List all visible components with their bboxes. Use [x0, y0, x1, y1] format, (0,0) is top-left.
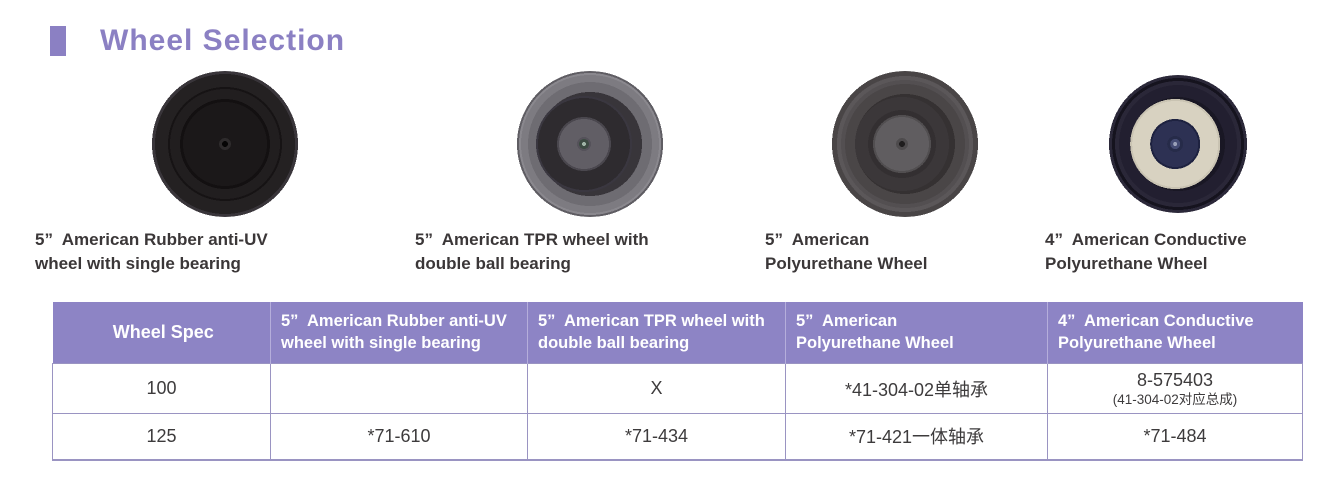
caption-line: 4” American Conductive — [1045, 230, 1247, 249]
caption-line: 5” American Rubber anti-UV — [35, 230, 268, 249]
wheel-image-wrap — [35, 70, 415, 218]
cell-rubber — [270, 363, 528, 415]
title-bullet-bar — [50, 26, 66, 56]
cell-sub-note: (41-304-02对应总成) — [1112, 391, 1238, 407]
product-conductive-polyurethane-wheel: 4” American Conductive Polyurethane Whee… — [1045, 70, 1311, 276]
page-header: Wheel Selection — [0, 0, 1326, 58]
wheel-spec-table: Wheel Spec 5” American Rubber anti-UV wh… — [52, 301, 1303, 461]
cell-tpr: *71-434 — [527, 413, 786, 461]
cell-spec: 100 — [52, 363, 271, 415]
page-title: Wheel Selection — [100, 24, 346, 57]
wheel-image-wrap — [765, 70, 1045, 218]
cell-tpr: X — [527, 363, 786, 415]
caption-line: 5” American — [765, 230, 870, 249]
rubber-wheel-image — [150, 71, 300, 217]
product-caption: 5” American Polyurethane Wheel — [765, 228, 1045, 276]
header-line: 4” American Conductive — [1058, 312, 1254, 331]
header-line: 5” American — [796, 312, 898, 331]
header-line: Polyurethane Wheel — [1058, 334, 1216, 353]
cell-rubber: *71-610 — [270, 413, 528, 461]
column-header-tpr-wheel: 5” American TPR wheel with double ball b… — [527, 301, 786, 364]
caption-line: Polyurethane Wheel — [1045, 253, 1208, 273]
column-header-wheel-spec: Wheel Spec — [52, 301, 271, 364]
table-row-spec-125: 125 *71-610 *71-434 *71-421一体轴承 *71-484 — [52, 413, 1303, 461]
header-line: double ball bearing — [538, 334, 690, 353]
product-caption: 5” American TPR wheel with double ball b… — [415, 228, 765, 276]
column-header-rubber-wheel: 5” American Rubber anti-UV wheel with si… — [270, 301, 528, 364]
product-caption: 5” American Rubber anti-UV wheel with si… — [35, 228, 415, 276]
cell-main-value: 8-575403 — [1136, 370, 1214, 391]
cell-main-value: *71-484 — [1143, 425, 1207, 446]
header-line: 5” American Rubber anti-UV — [281, 312, 507, 331]
polyurethane-wheel-image — [830, 71, 980, 217]
table-row-spec-100: 100 X *41-304-02单轴承 8-575403 (41-304-02对… — [52, 363, 1303, 415]
cell-conductive: 8-575403 (41-304-02对应总成) — [1047, 363, 1303, 415]
cell-polyurethane: *41-304-02单轴承 — [785, 363, 1048, 415]
caption-line: double ball bearing — [415, 253, 571, 273]
wheel-image-wrap — [415, 70, 765, 218]
product-caption: 4” American Conductive Polyurethane Whee… — [1045, 228, 1311, 276]
tpr-wheel-image — [515, 71, 665, 217]
column-header-polyurethane-wheel: 5” American Polyurethane Wheel — [785, 301, 1048, 364]
conductive-polyurethane-wheel-image — [1108, 75, 1248, 213]
table-header-row: Wheel Spec 5” American Rubber anti-UV wh… — [52, 301, 1303, 364]
column-header-conductive-wheel: 4” American Conductive Polyurethane Whee… — [1047, 301, 1303, 364]
header-line: wheel with single bearing — [281, 334, 481, 353]
caption-line: wheel with single bearing — [35, 253, 241, 273]
cell-spec: 125 — [52, 413, 271, 461]
product-gallery: 5” American Rubber anti-UV wheel with si… — [0, 70, 1326, 276]
header-line: Wheel Spec — [112, 322, 214, 343]
cell-conductive: *71-484 — [1047, 413, 1303, 461]
wheel-image-wrap — [1045, 70, 1311, 218]
header-line: 5” American TPR wheel with — [538, 312, 765, 331]
product-rubber-anti-uv-wheel: 5” American Rubber anti-UV wheel with si… — [35, 70, 415, 276]
caption-line: 5” American TPR wheel with — [415, 230, 649, 249]
product-tpr-wheel: 5” American TPR wheel with double ball b… — [415, 70, 765, 276]
caption-line: Polyurethane Wheel — [765, 253, 928, 273]
header-line: Polyurethane Wheel — [796, 334, 954, 353]
product-polyurethane-wheel: 5” American Polyurethane Wheel — [765, 70, 1045, 276]
cell-polyurethane: *71-421一体轴承 — [785, 413, 1048, 461]
